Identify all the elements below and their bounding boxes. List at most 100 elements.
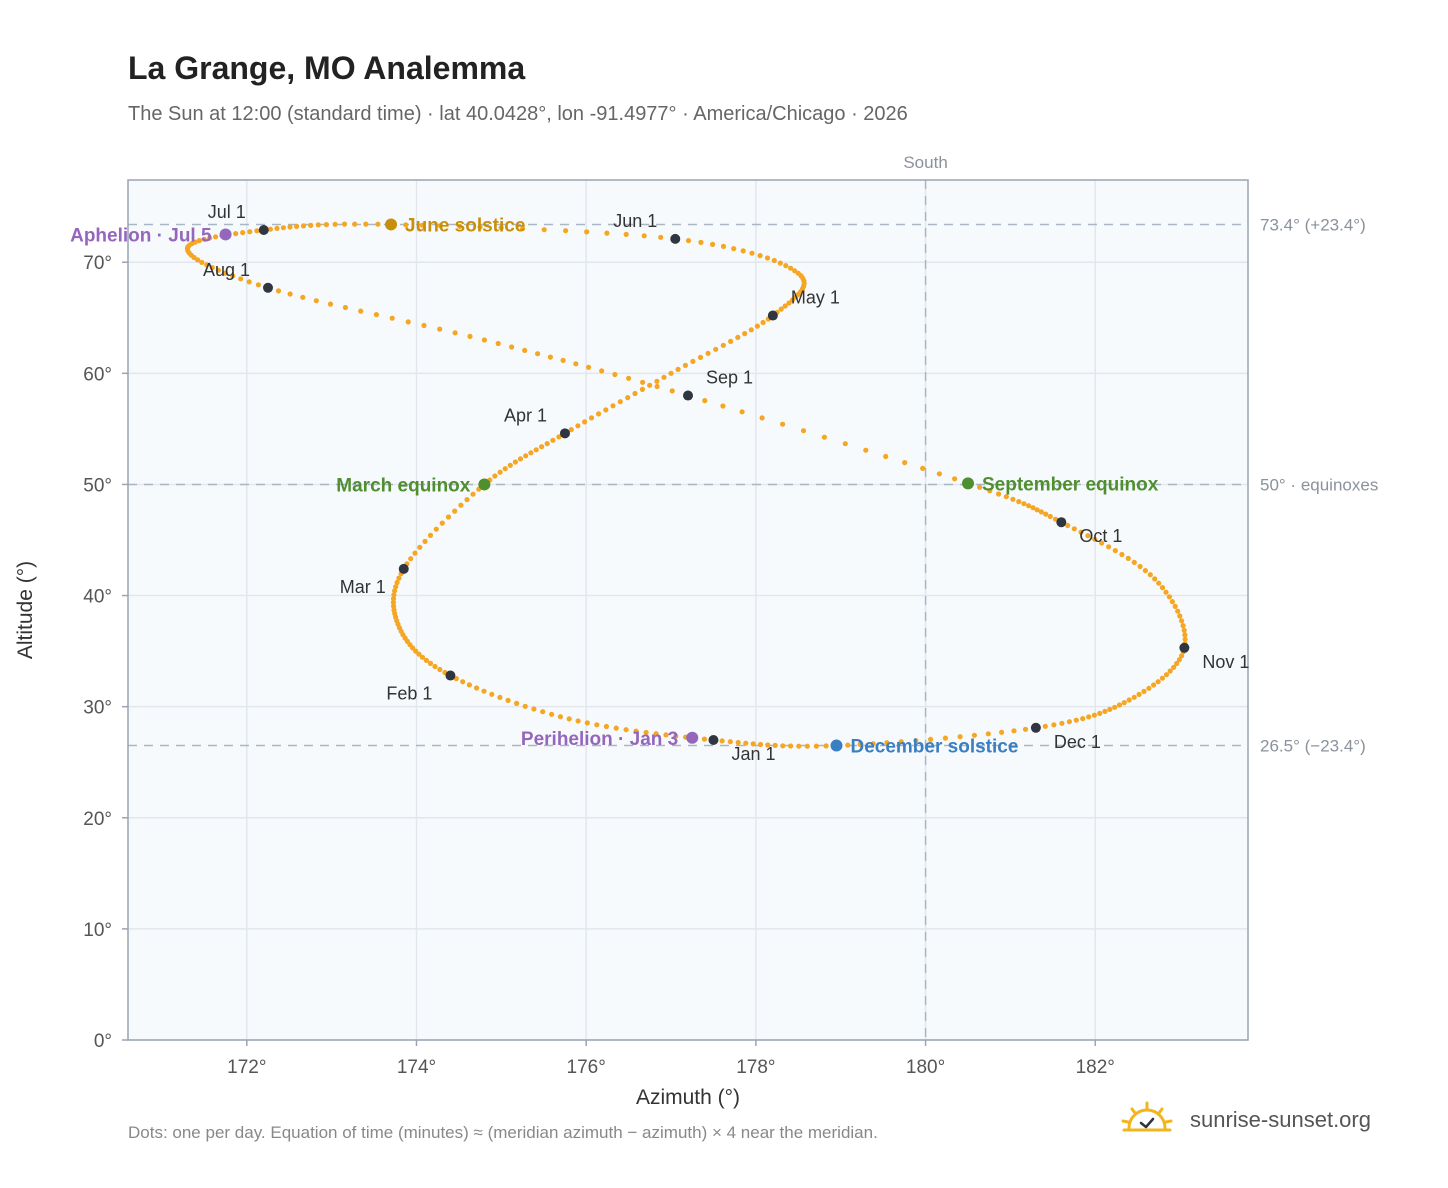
daily-sun-dot bbox=[575, 718, 581, 724]
daily-sun-dot bbox=[439, 520, 445, 526]
month-marker-label: Aug 1 bbox=[203, 260, 250, 280]
daily-sun-dot bbox=[1065, 522, 1071, 529]
daily-sun-dot bbox=[985, 731, 991, 737]
reference-line-label: 73.4° (+23.4°) bbox=[1260, 215, 1366, 234]
daily-sun-dot bbox=[498, 225, 504, 231]
daily-sun-dot bbox=[1066, 719, 1072, 725]
month-marker-label: Nov 1 bbox=[1202, 652, 1249, 672]
daily-sun-dot bbox=[883, 453, 889, 460]
sun-check-icon bbox=[1121, 1101, 1173, 1132]
daily-sun-dot bbox=[1071, 526, 1077, 532]
daily-sun-dot bbox=[1099, 540, 1105, 546]
x-axis-label: Azimuth (°) bbox=[636, 1086, 740, 1109]
daily-sun-dot bbox=[215, 267, 221, 273]
daily-sun-dot bbox=[757, 741, 764, 748]
daily-sun-dot bbox=[342, 304, 348, 311]
daily-sun-dot bbox=[427, 660, 434, 667]
daily-sun-dot bbox=[540, 709, 546, 715]
daily-sun-dot bbox=[690, 358, 696, 364]
event-markers: June solstice Aphelion · Jul 5 March equin… bbox=[70, 215, 1159, 757]
daily-sun-dot bbox=[528, 450, 534, 456]
daily-sun-dot bbox=[713, 346, 719, 352]
daily-sun-dot bbox=[612, 371, 618, 378]
daily-sun-dot bbox=[658, 234, 664, 240]
y-tick-label: 50° bbox=[83, 475, 112, 496]
daily-sun-dot bbox=[661, 374, 667, 380]
daily-sun-dot bbox=[654, 383, 660, 390]
daily-sun-dot bbox=[481, 337, 487, 343]
daily-sun-dot bbox=[432, 663, 438, 670]
daily-sun-dot bbox=[403, 222, 409, 228]
daily-sun-dot bbox=[514, 700, 520, 707]
daily-sun-dot bbox=[280, 225, 286, 231]
daily-sun-dot bbox=[800, 428, 807, 434]
y-tick-label: 60° bbox=[83, 364, 112, 385]
daily-sun-dot bbox=[1181, 627, 1187, 633]
daily-sun-dot bbox=[788, 743, 794, 749]
daily-sun-dot bbox=[971, 732, 978, 738]
daily-sun-dot bbox=[1116, 702, 1123, 708]
daily-sun-dot bbox=[1086, 714, 1092, 720]
daily-sun-dot bbox=[957, 734, 963, 740]
daily-sun-dot bbox=[458, 502, 464, 508]
daily-sun-dot bbox=[464, 497, 470, 503]
daily-sun-dot bbox=[1131, 694, 1137, 700]
brand-text[interactable]: sunrise-sunset.org bbox=[1190, 1107, 1371, 1132]
daily-sun-dot bbox=[421, 322, 427, 329]
month-markers: Jan 1 Feb 1 Mar 1 Apr 1 May 1 Jun 1 Jul 1 Aug 1… bbox=[203, 202, 1249, 764]
daily-sun-dot bbox=[685, 238, 692, 244]
daily-sun-dot bbox=[1011, 728, 1017, 734]
y-tick-label: 70° bbox=[83, 253, 112, 274]
daily-sun-dot bbox=[416, 651, 422, 657]
daily-sun-dot bbox=[287, 291, 293, 297]
daily-sun-dot bbox=[1175, 608, 1181, 614]
month-marker-label: Sep 1 bbox=[706, 368, 753, 388]
daily-sun-dot bbox=[1171, 664, 1177, 670]
month-marker-dot bbox=[1056, 517, 1067, 528]
daily-sun-dot bbox=[560, 357, 566, 363]
daily-sun-dot bbox=[547, 354, 554, 360]
daily-sun-dot bbox=[928, 736, 934, 743]
daily-sun-dot bbox=[300, 294, 306, 300]
plot-frame bbox=[127, 179, 1249, 1041]
daily-sun-dot bbox=[419, 654, 426, 660]
event-marker-dot bbox=[219, 228, 232, 241]
daily-sun-dot bbox=[363, 221, 369, 227]
daily-sun-dot bbox=[1091, 712, 1097, 718]
daily-sun-dot bbox=[617, 399, 623, 405]
daily-sun-dot bbox=[702, 398, 708, 404]
event-marker-label: June solstice bbox=[405, 215, 525, 236]
daily-sun-dot bbox=[999, 729, 1005, 735]
daily-sun-dot bbox=[1169, 599, 1175, 605]
daily-sun-dot bbox=[497, 469, 503, 475]
daily-sun-dot bbox=[417, 544, 423, 550]
daily-sun-dot bbox=[300, 223, 307, 229]
y-tick-label: 20° bbox=[83, 809, 112, 830]
daily-sun-dot bbox=[720, 243, 727, 249]
footnote: Dots: one per day. Equation of time (min… bbox=[128, 1123, 878, 1142]
daily-sun-dot bbox=[433, 526, 439, 532]
daily-sun-dot bbox=[739, 409, 745, 415]
daily-sun-dot bbox=[313, 298, 319, 304]
daily-sun-dot bbox=[1107, 706, 1113, 713]
daily-sun-dot bbox=[294, 223, 300, 229]
month-marker-label: Jan 1 bbox=[731, 744, 775, 764]
daily-sun-dot bbox=[697, 354, 704, 360]
daily-sun-dot bbox=[557, 714, 564, 720]
daily-sun-dot bbox=[633, 728, 639, 734]
daily-sun-dot bbox=[507, 462, 513, 468]
daily-sun-dot bbox=[783, 263, 789, 269]
daily-sun-dot bbox=[412, 550, 418, 556]
daily-sun-dot bbox=[765, 742, 771, 748]
month-marker-label: Jun 1 bbox=[613, 211, 657, 231]
daily-sun-dot bbox=[952, 476, 958, 482]
daily-sun-dot bbox=[509, 344, 515, 350]
daily-sun-dot bbox=[481, 688, 487, 694]
daily-sun-dot bbox=[584, 720, 590, 726]
daily-sun-dot bbox=[230, 273, 236, 279]
brand[interactable]: sunrise-sunset.org bbox=[1120, 1100, 1371, 1140]
daily-sun-dot bbox=[544, 441, 550, 447]
daily-sun-dot bbox=[549, 711, 555, 717]
daily-sun-dot bbox=[405, 319, 411, 325]
daily-sun-dot bbox=[427, 532, 434, 539]
